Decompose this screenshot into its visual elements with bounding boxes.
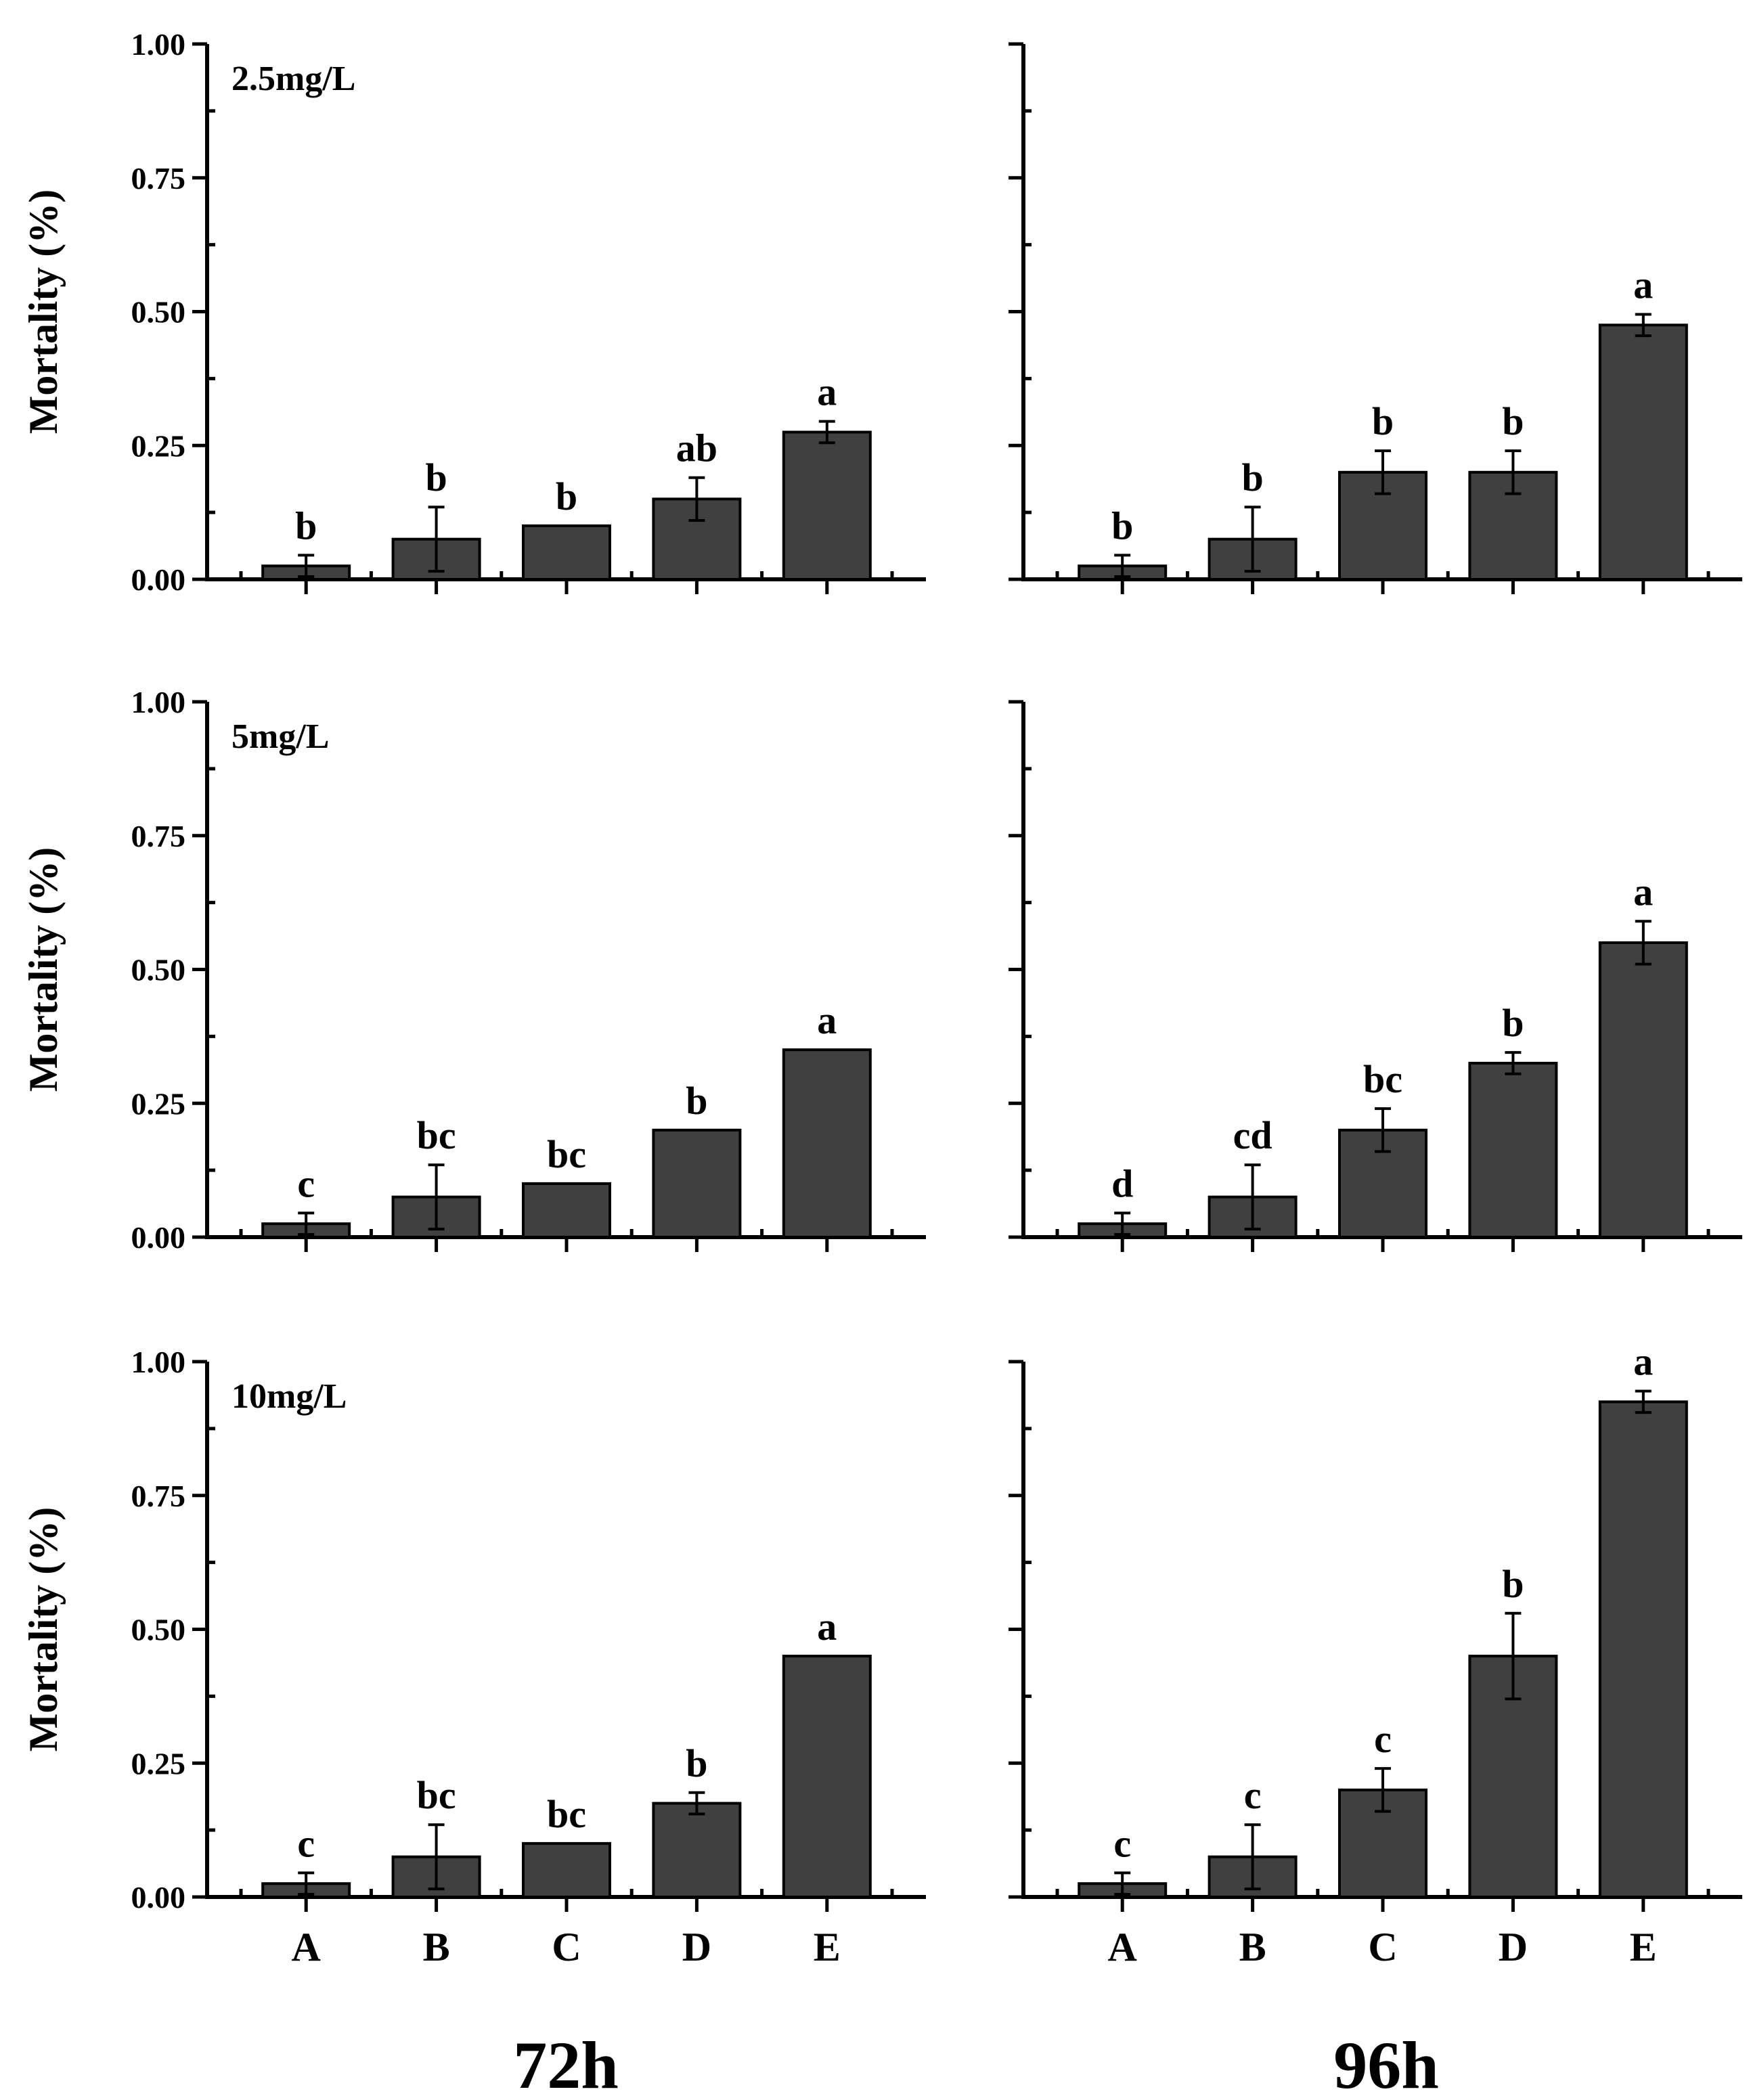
panel-4: d cd bc b a [1009, 700, 1742, 1252]
bar-C [522, 1182, 611, 1239]
y-tick-label: 0.00 [131, 562, 186, 597]
bar-E [782, 1655, 872, 1899]
significance-letter: b [686, 1741, 707, 1785]
y-tick-label: 1.00 [131, 1345, 186, 1379]
significance-letter: c [1244, 1773, 1262, 1817]
x-category-label: E [814, 1925, 841, 1969]
y-tick-label: 1.00 [131, 685, 186, 719]
significance-letter: bc [417, 1113, 456, 1157]
significance-letter: d [1111, 1161, 1133, 1205]
y-tick-label: 1.00 [131, 27, 186, 62]
significance-letter: a [1633, 1340, 1653, 1384]
x-category-label: A [1108, 1925, 1137, 1969]
bar-E [1598, 941, 1688, 1238]
bar-D [652, 1802, 742, 1898]
significance-letter: b [1502, 399, 1524, 443]
column-title-72h: 72h [513, 2028, 619, 2100]
x-category-label: C [1368, 1925, 1397, 1969]
panel-6: c c c b a [1009, 1340, 1742, 1912]
significance-letter: b [1241, 455, 1263, 499]
bar-E [782, 1048, 872, 1239]
bar-D [1468, 1061, 1558, 1239]
x-category-label: B [423, 1925, 450, 1969]
significance-letter: b [556, 474, 577, 518]
y-tick-label: 0.25 [131, 1746, 186, 1781]
x-category-label: C [552, 1925, 581, 1969]
bar-C [522, 524, 611, 581]
significance-letter: b [1502, 1562, 1524, 1606]
y-axis-title: Mortality (%) [21, 189, 66, 434]
x-category-label: D [682, 1925, 711, 1969]
y-tick-label: 0.00 [131, 1220, 186, 1255]
y-tick-label: 0.25 [131, 1086, 186, 1121]
y-axis-title: Mortality (%) [21, 847, 66, 1092]
x-category-label: B [1239, 1925, 1266, 1969]
x-category-label: A [292, 1925, 321, 1969]
bar-D [652, 1128, 742, 1239]
panel-1: 0.00 0.25 0.50 0.75 1.00 Mortality (%) 2.5mg/L… [21, 27, 926, 597]
significance-letter: bc [547, 1132, 586, 1176]
concentration-label: 10mg/L [231, 1377, 347, 1416]
y-tick-label: 0.75 [131, 161, 186, 196]
significance-letter: a [1633, 263, 1653, 307]
significance-letter: b [1502, 1001, 1524, 1045]
significance-letter: c [297, 1161, 315, 1205]
significance-letter: cd [1233, 1113, 1272, 1157]
significance-letter: b [1111, 504, 1133, 548]
bar-E [782, 430, 872, 581]
y-tick-label: 0.75 [131, 1479, 186, 1513]
significance-letter: a [817, 998, 837, 1042]
significance-letter: c [1113, 1821, 1131, 1865]
concentration-label: 2.5mg/L [231, 60, 355, 98]
y-tick-label: 0.75 [131, 819, 186, 853]
significance-letter: c [1374, 1717, 1392, 1761]
significance-letter: b [295, 504, 317, 548]
y-tick-label: 0.00 [131, 1880, 186, 1915]
significance-letter: b [686, 1079, 707, 1123]
column-title-96h: 96h [1333, 2028, 1439, 2100]
significance-letter: a [817, 370, 837, 414]
bar-C [522, 1841, 611, 1898]
x-category-label: D [1499, 1925, 1528, 1969]
x-category-label: E [1630, 1925, 1657, 1969]
significance-letter: b [1372, 399, 1394, 443]
significance-letter: c [297, 1821, 315, 1865]
significance-letter: ab [676, 426, 717, 470]
bar-E [1598, 323, 1688, 581]
panel-2: b b b b a [1009, 42, 1742, 594]
significance-letter: bc [1363, 1057, 1402, 1101]
significance-letter: a [817, 1605, 837, 1649]
significance-letter: bc [547, 1792, 586, 1836]
significance-letter: bc [417, 1773, 456, 1817]
y-axis-title: Mortality (%) [21, 1507, 66, 1752]
y-tick-label: 0.25 [131, 428, 186, 463]
significance-letter: a [1633, 870, 1653, 914]
panel-3: 0.00 0.25 0.50 0.75 1.00 Mortality (%) 5mg/L c b… [21, 685, 926, 1255]
bar-E [1598, 1400, 1688, 1898]
chart-panels: 0.00 0.25 0.50 0.75 1.00 Mortality (%) 2.5mg/L… [21, 27, 1742, 1915]
y-tick-label: 0.50 [131, 953, 186, 987]
y-tick-label: 0.50 [131, 1613, 186, 1647]
y-tick-label: 0.50 [131, 295, 186, 330]
significance-letter: b [425, 455, 447, 499]
concentration-label: 5mg/L [231, 717, 329, 756]
panel-5: 0.00 0.25 0.50 0.75 1.00 Mortality (%) 10mg/L c… [21, 1345, 926, 1915]
